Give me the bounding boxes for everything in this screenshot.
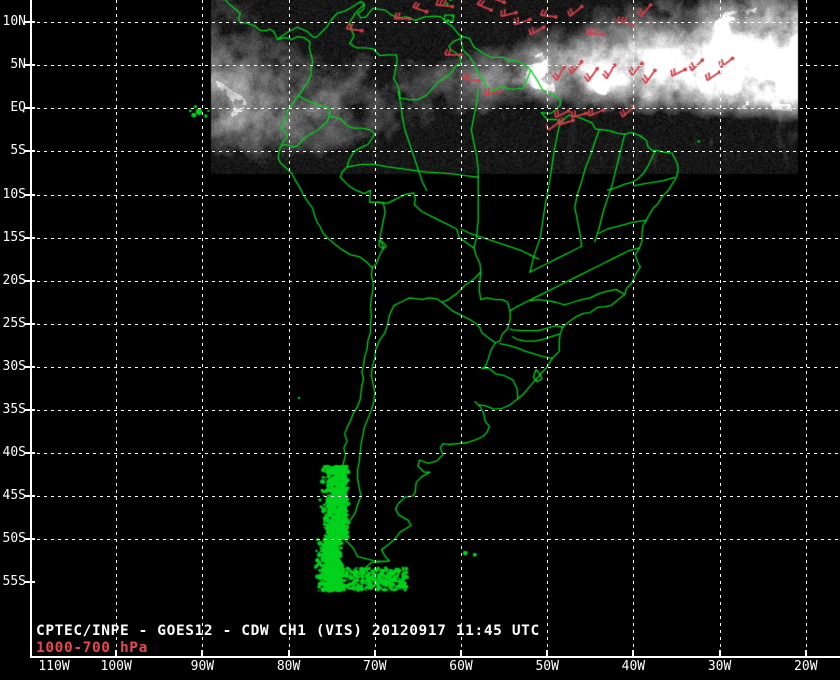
y-tick-45S [25, 495, 35, 498]
x-tick-60W [460, 650, 462, 658]
x-tick-30W [718, 650, 721, 658]
gridline-latitude-35S [30, 410, 840, 411]
y-label-30S: 30S [2, 358, 26, 374]
gridline-latitude-25S [30, 323, 840, 325]
gridline-latitude-40S [30, 453, 840, 455]
x-label-40W: 40W [621, 659, 646, 674]
gridline-latitude-50S [30, 539, 840, 541]
gridline-latitude-15S [30, 237, 840, 239]
x-label-20W: 20W [794, 659, 818, 674]
y-tick-15S [25, 236, 35, 239]
y-tick-10N [25, 21, 35, 24]
x-tick-90W [201, 650, 204, 658]
wind-barb-layer [30, 0, 840, 657]
gridline-latitude-30S [30, 366, 840, 368]
x-tick-80W [287, 650, 290, 658]
y-label-20S: 20S [2, 272, 26, 288]
gridline-longitude-40W [633, 0, 635, 657]
gridline-longitude-50W [547, 0, 549, 657]
gridline-latitude-20S [30, 280, 840, 282]
gridline-longitude-30W [719, 0, 721, 657]
gridline-longitude-20W [805, 0, 807, 657]
gridline-longitude-90W [202, 0, 204, 657]
caption-main-text: CPTEC/INPE - GOES12 - CDW CH1 (VIS) 2012… [36, 623, 540, 639]
y-tick-25S [25, 322, 35, 325]
y-label-55S: 55S [2, 574, 26, 590]
y-label-25S: 25S [2, 315, 26, 331]
x-label-50W: 50W [535, 659, 559, 674]
y-label-EQ: EQ [10, 100, 26, 116]
y-tick-10S [25, 193, 35, 196]
y-tick-55S [25, 581, 35, 584]
y-label-5N: 5N [10, 57, 26, 73]
gridline-longitude-100W [116, 0, 118, 657]
y-tick-20S [25, 279, 35, 282]
gridline-latitude-EQ [30, 108, 840, 110]
caption-layer-text: 1000-700 hPa [36, 640, 148, 656]
x-tick-20W [804, 650, 807, 658]
y-label-10N: 10N [2, 14, 26, 30]
y-label-5S: 5S [10, 143, 26, 159]
map-plot-area [30, 0, 840, 657]
gridline-longitude-80W [288, 0, 290, 657]
x-tick-40W [632, 650, 635, 658]
gridline-longitude-70W [374, 0, 376, 657]
y-label-40S: 40S [2, 445, 26, 461]
y-label-10S: 10S [2, 186, 26, 202]
x-tick-50W [546, 650, 549, 658]
caption-block: CPTEC/INPE - GOES12 - CDW CH1 (VIS) 2012… [36, 623, 540, 656]
y-label-50S: 50S [2, 531, 26, 547]
gridline-latitude-10S [30, 194, 840, 196]
x-label-30W: 30W [707, 659, 732, 674]
y-tick-35S [25, 409, 35, 411]
x-label-90W: 90W [190, 659, 215, 674]
x-label-100W: 100W [100, 659, 132, 674]
y-tick-EQ [25, 107, 35, 110]
gridline-latitude-10N [30, 22, 840, 24]
y-tick-5N [25, 64, 35, 67]
y-tick-50S [25, 538, 35, 541]
y-label-15S: 15S [2, 229, 26, 245]
x-tick-100W [115, 650, 118, 658]
x-label-70W: 70W [363, 659, 387, 674]
x-label-80W: 80W [276, 659, 301, 674]
gridline-latitude-5N [30, 65, 840, 67]
x-tick-70W [373, 650, 376, 658]
y-axis-line [30, 0, 32, 658]
y-label-45S: 45S [2, 488, 26, 504]
x-axis-line [30, 656, 840, 658]
y-tick-30S [25, 365, 35, 368]
y-label-35S: 35S [2, 402, 26, 417]
y-tick-40S [25, 452, 35, 455]
gridline-latitude-5S [30, 151, 840, 153]
x-label-110W: 110W [38, 659, 70, 674]
gridline-longitude-60W [461, 0, 462, 657]
y-tick-5S [25, 150, 35, 153]
x-label-60W: 60W [449, 659, 473, 674]
gridline-latitude-45S [30, 496, 840, 498]
